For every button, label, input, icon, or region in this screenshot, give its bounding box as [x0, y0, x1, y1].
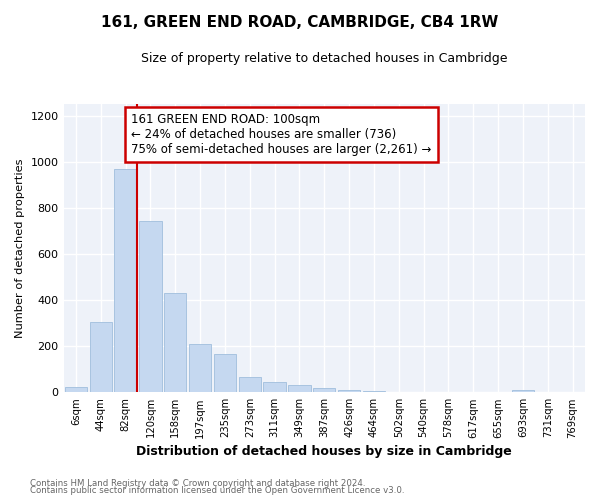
Bar — [89, 322, 112, 392]
Bar — [288, 385, 311, 392]
Text: 161, GREEN END ROAD, CAMBRIDGE, CB4 1RW: 161, GREEN END ROAD, CAMBRIDGE, CB4 1RW — [101, 15, 499, 30]
Text: 161 GREEN END ROAD: 100sqm
← 24% of detached houses are smaller (736)
75% of sem: 161 GREEN END ROAD: 100sqm ← 24% of deta… — [131, 113, 432, 156]
Bar — [164, 293, 187, 392]
X-axis label: Distribution of detached houses by size in Cambridge: Distribution of detached houses by size … — [136, 444, 512, 458]
Text: Contains HM Land Registry data © Crown copyright and database right 2024.: Contains HM Land Registry data © Crown c… — [30, 478, 365, 488]
Bar — [139, 220, 161, 392]
Bar — [189, 344, 211, 393]
Bar — [263, 382, 286, 392]
Y-axis label: Number of detached properties: Number of detached properties — [15, 158, 25, 338]
Title: Size of property relative to detached houses in Cambridge: Size of property relative to detached ho… — [141, 52, 508, 66]
Bar — [115, 168, 137, 392]
Bar — [65, 387, 87, 392]
Bar — [239, 376, 261, 392]
Bar — [363, 391, 385, 392]
Text: Contains public sector information licensed under the Open Government Licence v3: Contains public sector information licen… — [30, 486, 404, 495]
Bar — [313, 388, 335, 392]
Bar — [214, 354, 236, 393]
Bar — [338, 390, 360, 392]
Bar — [512, 390, 534, 392]
